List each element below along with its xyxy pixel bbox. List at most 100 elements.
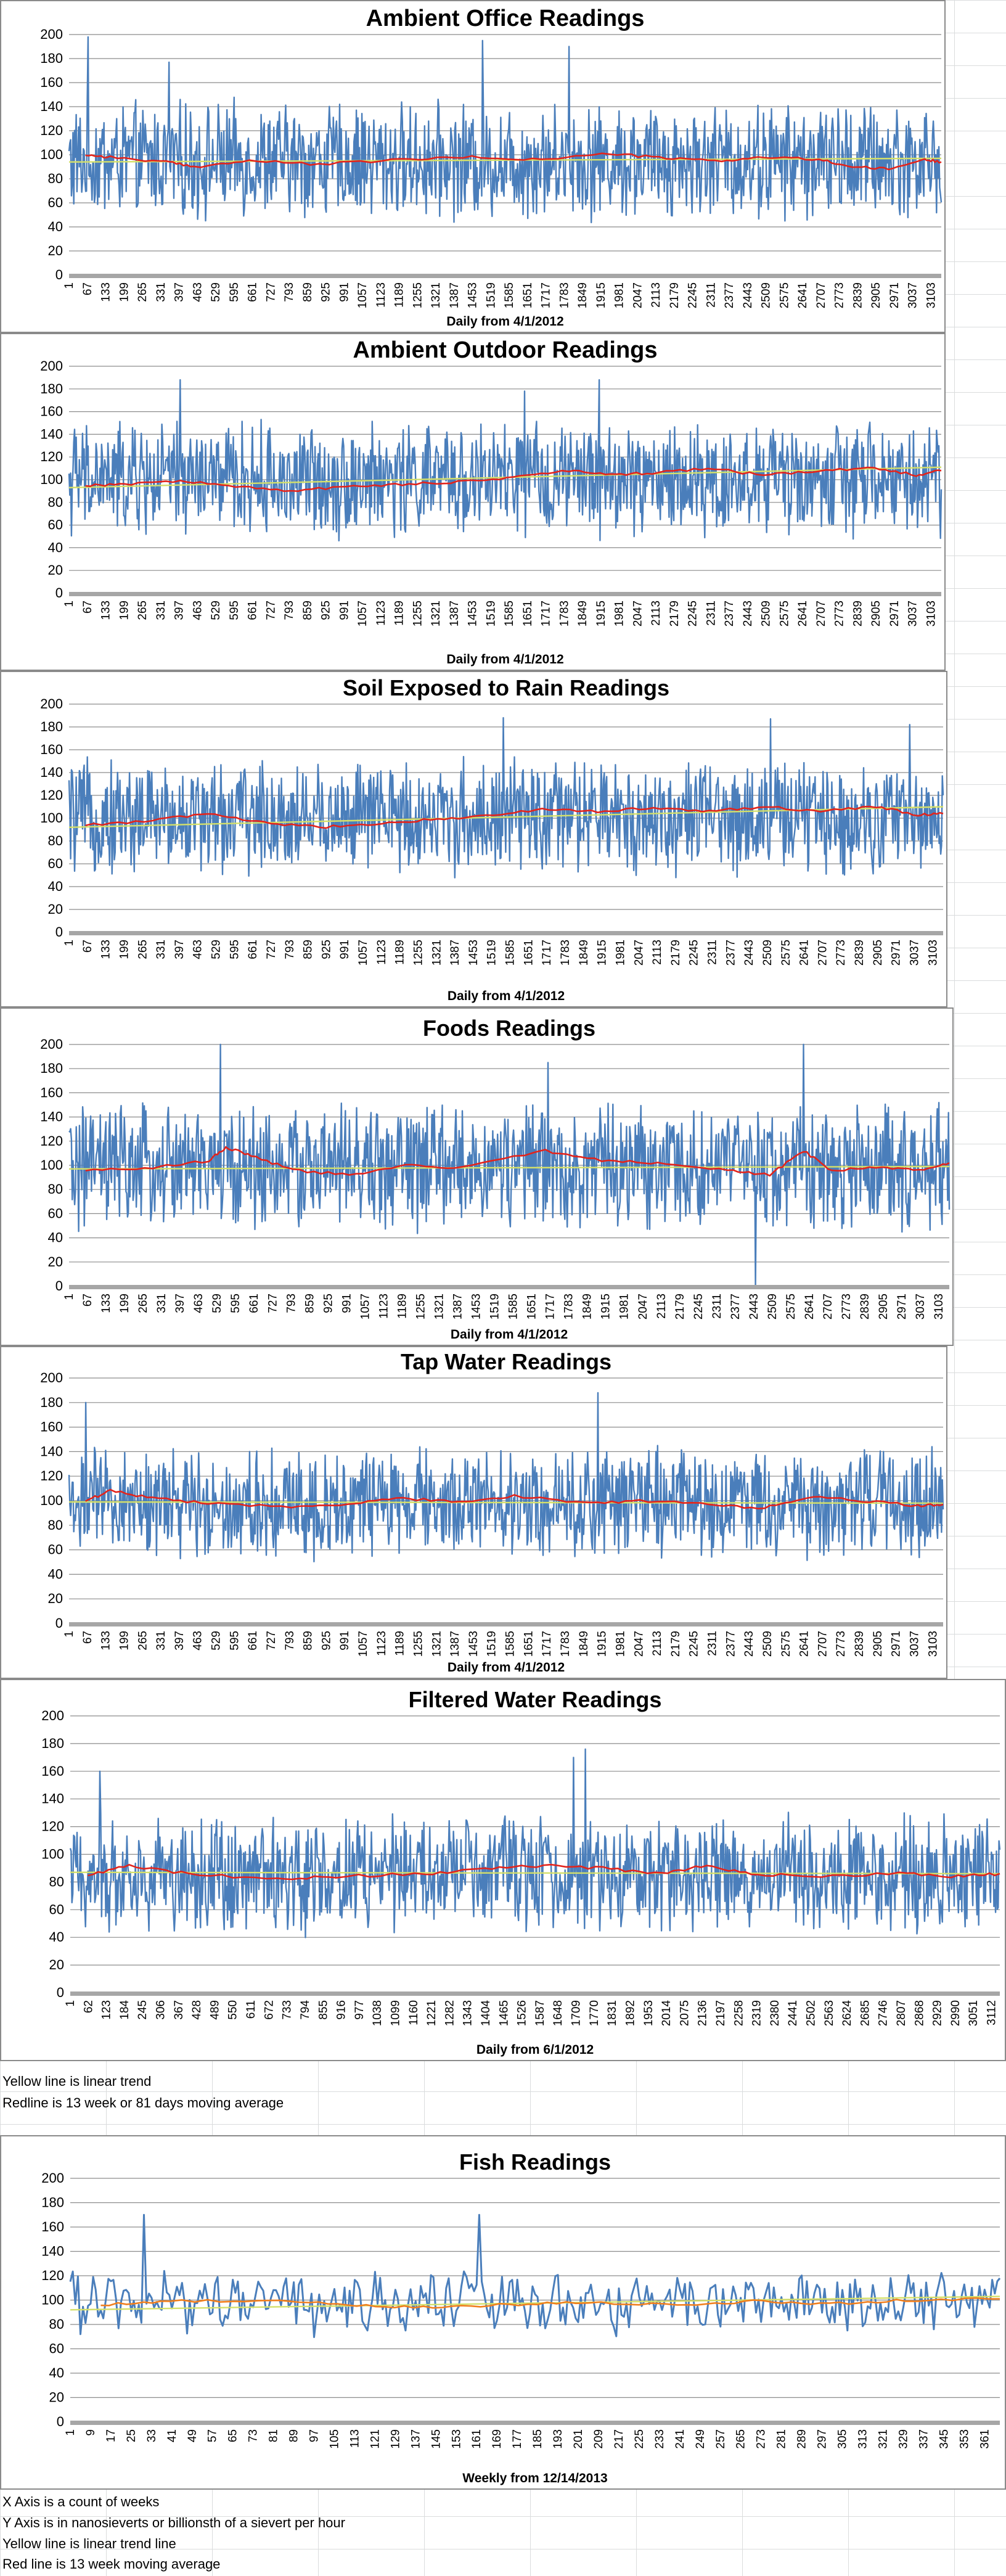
x-tick-label: 245	[136, 2000, 149, 2020]
x-tick-label: 2245	[687, 282, 700, 308]
x-tick-label: 1915	[595, 601, 608, 626]
x-tick-label: 185	[531, 2429, 544, 2449]
x-tick-label: 2245	[687, 601, 700, 626]
x-tick-label: 321	[877, 2429, 889, 2449]
x-tick-label: 1915	[596, 1631, 609, 1657]
x-tick-label: 297	[816, 2429, 829, 2449]
moving-average-line	[85, 1146, 950, 1177]
x-tick-label: 925	[322, 1294, 335, 1313]
y-tick-label: 80	[48, 494, 63, 510]
x-axis-label: Daily from 4/1/2012	[446, 314, 563, 329]
x-axis-label: Daily from 4/1/2012	[448, 989, 565, 1003]
x-tick-label: 463	[192, 1294, 205, 1313]
x-tick-label: 1892	[624, 2000, 637, 2026]
x-tick-label: 2971	[890, 1631, 903, 1657]
x-tick-label: 1849	[576, 282, 589, 308]
x-tick-label: 1255	[411, 282, 424, 308]
chart-title: Ambient Outdoor Readings	[353, 337, 658, 363]
x-tick-label: 2047	[631, 282, 644, 308]
x-tick-label: 2509	[761, 940, 774, 966]
x-tick-label: 529	[210, 940, 223, 959]
x-tick-label: 2971	[890, 940, 903, 966]
x-tick-label: 133	[100, 601, 113, 620]
x-tick-label: 1915	[595, 282, 608, 308]
y-tick-label: 180	[41, 2195, 64, 2210]
y-tick-label: 140	[40, 99, 63, 114]
moving-average-line	[85, 152, 942, 171]
x-tick-label: 2377	[729, 1294, 742, 1319]
x-tick-label: 1981	[614, 940, 627, 966]
x-tick-label: 331	[155, 282, 168, 302]
x-tick-label: 193	[552, 2429, 565, 2449]
x-tick-label: 916	[335, 2000, 348, 2020]
y-tick-label: 80	[48, 171, 63, 186]
x-tick-label: 2311	[706, 940, 719, 965]
x-tick-label: 1953	[642, 2000, 655, 2026]
x-tick-label: 3051	[967, 2000, 980, 2026]
x-tick-label: 1651	[521, 282, 534, 308]
x-tick-label: 2113	[655, 1294, 668, 1319]
x-tick-label: 2839	[853, 1631, 866, 1657]
x-tick-label: 2905	[870, 282, 883, 308]
x-tick-label: 1519	[489, 1294, 502, 1319]
y-tick-label: 80	[48, 833, 63, 848]
x-tick-label: 265	[136, 601, 149, 620]
x-axis	[69, 274, 941, 278]
x-tick-label: 353	[958, 2429, 971, 2449]
x-tick-label: 1526	[516, 2000, 529, 2026]
x-tick-label: 991	[338, 282, 351, 302]
x-tick-label: 2311	[711, 1294, 724, 1319]
x-axis	[69, 1622, 943, 1626]
trend-line	[70, 2295, 1000, 2311]
chart-panel-tap-water: Tap Water Readings 0 20 40 60 80 100 120 140 160 1…	[0, 1346, 947, 1679]
x-tick-label: 1387	[449, 940, 462, 966]
x-tick-label: 991	[340, 1294, 353, 1313]
x-tick-label: 2905	[872, 1631, 885, 1657]
x-tick-label: 859	[301, 282, 314, 302]
x-tick-label: 2047	[632, 1631, 645, 1657]
y-tick-label: 40	[49, 2365, 64, 2381]
x-tick-label: 1038	[371, 2000, 384, 2026]
x-axis	[69, 1285, 949, 1289]
x-tick-label: 2443	[742, 282, 754, 308]
x-tick-label: 3103	[925, 601, 938, 626]
y-tick-label: 120	[40, 449, 63, 464]
y-tick-label: 160	[40, 1085, 63, 1100]
x-tick-label: 661	[248, 1294, 261, 1313]
x-tick-label: 489	[208, 2000, 221, 2020]
x-tick-label: 2707	[815, 601, 828, 626]
x-tick-label: 1585	[504, 940, 517, 966]
x-tick-label: 2575	[780, 1631, 793, 1657]
x-tick-label: 289	[796, 2429, 809, 2449]
x-tick-label: 2509	[766, 1294, 779, 1319]
x-tick-label: 1189	[393, 282, 406, 308]
x-tick-label: 397	[173, 601, 186, 620]
x-tick-label: 2509	[761, 1631, 774, 1657]
x-tick-label: 1717	[541, 940, 554, 966]
x-tick-label: 2245	[688, 1631, 701, 1657]
x-tick-label: 1221	[425, 2000, 438, 2026]
y-tick-label: 20	[48, 901, 63, 917]
x-tick-label: 265	[136, 940, 149, 959]
x-tick-label: 1981	[613, 601, 626, 626]
y-tick-label: 20	[48, 562, 63, 578]
x-tick-label: 2773	[833, 601, 846, 626]
x-tick-label: 2839	[859, 1294, 872, 1319]
y-tick-label: 180	[41, 1736, 64, 1751]
x-tick-label: 595	[228, 1631, 241, 1651]
x-tick-label: 2563	[823, 2000, 836, 2026]
x-tick-label: 2113	[650, 282, 663, 308]
x-tick-label: 2179	[668, 601, 681, 626]
x-tick-label: 1519	[485, 282, 497, 308]
x-tick-label: 925	[320, 940, 333, 959]
y-tick-label: 60	[48, 1205, 63, 1221]
y-tick-label: 0	[55, 1278, 63, 1294]
x-tick-label: 1849	[581, 1294, 594, 1319]
x-tick-label: 153	[450, 2429, 463, 2449]
x-tick-label: 1255	[414, 1294, 427, 1319]
x-tick-label: 2624	[841, 2000, 854, 2027]
y-tick-label: 100	[41, 1847, 64, 1862]
x-tick-label: 1343	[462, 2000, 475, 2026]
x-tick-label: 1255	[411, 601, 424, 626]
x-tick-label: 199	[118, 940, 131, 959]
